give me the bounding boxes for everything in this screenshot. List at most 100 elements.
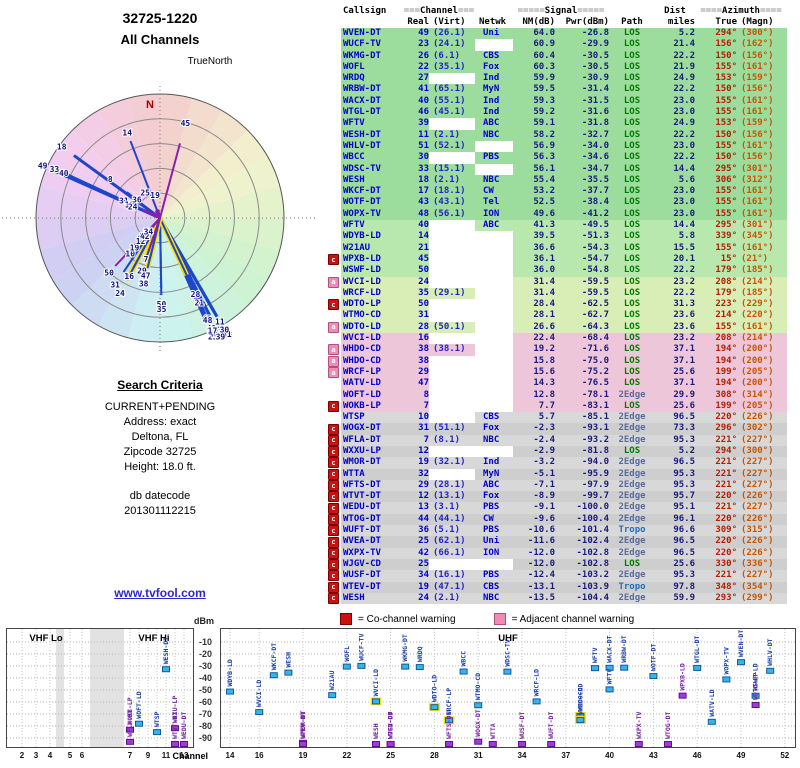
cell-azimuth-true: 295°	[695, 163, 737, 175]
station-marker	[693, 664, 702, 671]
radar-channel-label: 46	[209, 329, 219, 338]
cell-distance: 95.7	[655, 491, 695, 503]
radar-channel-label: 36	[132, 195, 142, 204]
cell-distance: 96.5	[655, 547, 695, 559]
cell-power: -37.7	[555, 186, 609, 198]
cell-path: LOS	[609, 50, 655, 62]
cell-noise-margin: -7.1	[513, 479, 555, 492]
cell-callsign: WXPX-TV	[341, 547, 403, 559]
cell-callsign: WTOG-DT	[341, 513, 403, 526]
cell-path: LOS	[609, 253, 655, 266]
cell-virtual-channel: (66.1)	[429, 547, 475, 559]
cell-azimuth-true: 150°	[695, 152, 737, 164]
station-marker	[171, 741, 179, 747]
cell-virtual-channel: (29.1)	[429, 287, 475, 300]
cell-noise-margin: 12.8	[513, 389, 555, 401]
cell-azimuth-magnetic: (227°)	[737, 570, 787, 582]
co-channel-warning-icon: c	[328, 581, 339, 593]
radar-sector	[160, 130, 268, 218]
cell-azimuth-true: 153°	[695, 73, 737, 85]
cell-real-channel: 10	[403, 412, 429, 424]
cell-azimuth-magnetic: (226°)	[737, 412, 787, 424]
cell-power: -31.5	[555, 95, 609, 108]
table-row: c WEDU-DT 13 (3.1) PBS -9.1 -100.0 2Edge 95.1 221…	[328, 502, 790, 514]
cell-power: -103.2	[555, 570, 609, 582]
cell-distance: 24.9	[655, 73, 695, 85]
header-virt: (Virt)	[433, 17, 466, 27]
station-table: Callsign ===Channel=== =====Signal===== …	[328, 6, 790, 605]
cell-azimuth-magnetic: (227°)	[737, 468, 787, 480]
cell-noise-margin: 41.3	[513, 220, 555, 232]
channel-tick: 9	[146, 751, 151, 760]
cell-callsign: WKMG-DT	[341, 50, 403, 62]
cell-noise-margin: 15.6	[513, 366, 555, 379]
cell-power: -41.2	[555, 208, 609, 221]
cell-azimuth-true: 15°	[695, 253, 737, 266]
station-marker	[678, 692, 687, 699]
cell-distance: 31.3	[655, 299, 695, 311]
radar-channel-label: 43	[202, 315, 212, 324]
tvfool-link[interactable]: www.tvfool.com	[114, 586, 206, 600]
radar-sector	[72, 110, 160, 218]
table-row: WKCF-DT 17 (18.1) CW 53.2 -37.7 LOS 23.0 155° (16…	[328, 186, 790, 198]
cell-path: LOS	[609, 242, 655, 254]
cell-noise-margin: 56.9	[513, 140, 555, 153]
cell-noise-margin: 64.0	[513, 28, 555, 40]
cell-noise-margin: 28.4	[513, 299, 555, 311]
cell-virtual-channel: (3.1)	[429, 502, 475, 514]
cell-network: CBS	[475, 50, 513, 62]
radar-channel-label: 40	[59, 169, 69, 178]
cell-distance: 22.2	[655, 152, 695, 164]
cell-power: -102.8	[555, 547, 609, 559]
cell-path: 2Edge	[609, 423, 655, 435]
cell-distance: 23.0	[655, 95, 695, 108]
cell-real-channel: 31	[403, 310, 429, 322]
cell-power: -30.5	[555, 61, 609, 74]
cell-callsign: WOTF-DT	[341, 197, 403, 209]
cell-noise-margin: -2.4	[513, 434, 555, 446]
cell-callsign: WTSP	[341, 412, 403, 424]
radar-station-line	[129, 140, 161, 219]
cell-noise-margin: 28.1	[513, 310, 555, 322]
station-label: WJGV-CD	[387, 712, 395, 739]
cell-azimuth-true: 293°	[695, 592, 737, 605]
cell-azimuth-true: 150°	[695, 129, 737, 141]
cell-azimuth-true: 221°	[695, 468, 737, 480]
cell-distance: 23.2	[655, 333, 695, 345]
cell-distance: 23.0	[655, 140, 695, 153]
cell-real-channel: 34	[403, 570, 429, 582]
cell-azimuth-true: 155°	[695, 61, 737, 74]
cell-power: -54.3	[555, 242, 609, 254]
radar-station-line	[122, 217, 161, 273]
channel-tick: 13	[180, 751, 189, 760]
cell-azimuth-true: 221°	[695, 502, 737, 514]
cell-azimuth-true: 295°	[695, 220, 737, 232]
cell-path: LOS	[609, 355, 655, 367]
cell-path: LOS	[609, 197, 655, 209]
cell-azimuth-magnetic: (315°)	[737, 525, 787, 537]
station-marker	[532, 698, 541, 705]
cell-callsign: W21AU	[341, 242, 403, 254]
cell-real-channel: 11	[403, 129, 429, 141]
station-label: WUSF-DT	[518, 712, 526, 739]
cell-azimuth-magnetic: (161°)	[737, 107, 787, 119]
panel-border	[220, 628, 796, 748]
cell-noise-margin: 60.3	[513, 61, 555, 74]
station-marker	[620, 664, 629, 671]
cell-distance: 22.2	[655, 50, 695, 62]
cell-power: -83.1	[555, 400, 609, 413]
cell-distance: 23.2	[655, 276, 695, 288]
station-marker	[445, 741, 453, 747]
co-channel-warning-icon: c	[328, 547, 339, 559]
cell-distance: 23.0	[655, 107, 695, 119]
station-marker	[342, 663, 351, 670]
cell-path: LOS	[609, 321, 655, 334]
cell-callsign: WESH	[341, 174, 403, 187]
channel-tick: 11	[162, 751, 171, 760]
cell-distance: 37.1	[655, 355, 695, 367]
channel-tick: 34	[518, 751, 527, 760]
table-row: c WJGV-CD 25 -12.0 -102.8 LOS 25.6 330° (336°)	[328, 558, 790, 571]
cell-azimuth-magnetic: (227°)	[737, 479, 787, 492]
station-label: WOPX-TV	[722, 647, 730, 674]
cell-azimuth-true: 339°	[695, 231, 737, 243]
